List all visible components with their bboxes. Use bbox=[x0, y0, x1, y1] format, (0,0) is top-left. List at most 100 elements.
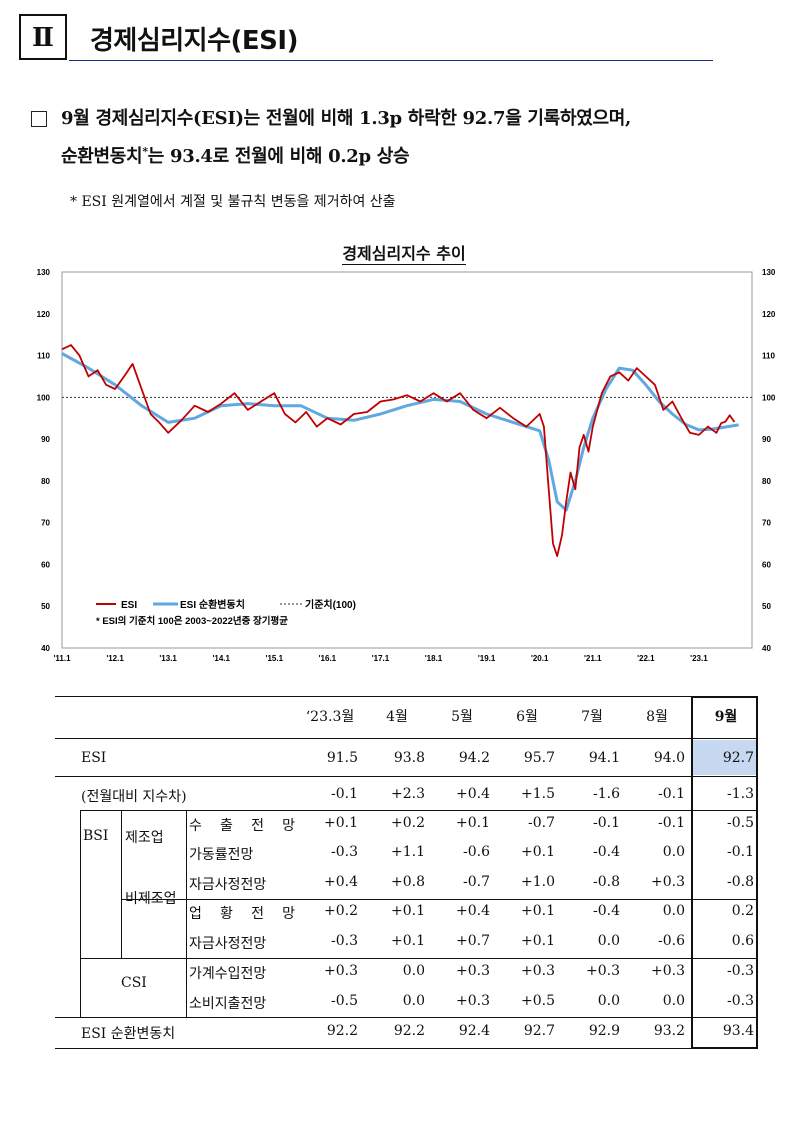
y-tick-left: 70 bbox=[41, 519, 50, 528]
summary-cycle-term: 순환변동치 bbox=[61, 146, 143, 167]
axis-ticks: 130 130 120 120 110 110 100 100 90 90 80 80 70 70 60 60… bbox=[37, 268, 776, 663]
table-cell: +0.3 bbox=[456, 993, 490, 1009]
y-tick-left: 50 bbox=[41, 602, 50, 611]
group-label-csi: CSI bbox=[121, 975, 147, 991]
table-cell: -0.1 bbox=[658, 815, 685, 831]
y-tick-right: 60 bbox=[762, 560, 771, 569]
y-tick-right: 100 bbox=[762, 393, 776, 402]
esi-table: ‘23.3월 4월 5월 6월 7월 8월 9월 ESI 91.5 93.8 94.2 95.7 94.… bbox=[55, 696, 758, 1050]
column-header: 5월 bbox=[451, 709, 473, 725]
table-cell: +0.4 bbox=[456, 786, 490, 802]
table-cell: 91.5 bbox=[326, 750, 358, 766]
table-cell: +0.4 bbox=[456, 903, 490, 919]
legend-cycle-label: ESI 순환변동치 bbox=[180, 598, 245, 611]
table-rule bbox=[121, 899, 758, 900]
x-tick-label: '23.1 bbox=[690, 654, 708, 663]
row-label: 소비지출전망 bbox=[189, 996, 267, 1012]
group-label-bsi: BSI bbox=[83, 828, 109, 844]
x-tick-label: '21.1 bbox=[584, 654, 602, 663]
column-header: 8월 bbox=[646, 709, 668, 725]
table-bottom-rule bbox=[55, 1048, 758, 1049]
table-cell: 93.4 bbox=[722, 1023, 754, 1039]
table-cell: 0.2 bbox=[731, 903, 754, 919]
table-highlight-rule bbox=[756, 696, 758, 1049]
table-cell: -0.1 bbox=[331, 786, 358, 802]
table-highlight-rule bbox=[691, 1047, 758, 1049]
table-cell: -0.6 bbox=[463, 844, 490, 860]
table-cell: +0.5 bbox=[521, 993, 555, 1009]
table-cell: +0.1 bbox=[391, 903, 425, 919]
table-cell: 94.0 bbox=[653, 750, 685, 766]
highlight-cell bbox=[692, 740, 757, 775]
table-cell: +0.1 bbox=[521, 903, 555, 919]
table-cell: -0.8 bbox=[727, 874, 754, 890]
table-cell: -0.7 bbox=[463, 874, 490, 890]
table-cell: -1.3 bbox=[727, 786, 754, 802]
x-tick-label: '14.1 bbox=[212, 654, 230, 663]
table-highlight-rule bbox=[691, 696, 758, 698]
x-tick-label: '15.1 bbox=[266, 654, 284, 663]
x-tick-label: '16.1 bbox=[319, 654, 337, 663]
row-label: ESI 순환변동치 bbox=[81, 1026, 176, 1042]
table-cell: 0.0 bbox=[662, 844, 685, 860]
chart-title: 경제심리지수 추이 bbox=[0, 240, 808, 265]
x-tick-label: '11.1 bbox=[53, 654, 71, 663]
table-cell: 0.0 bbox=[597, 993, 620, 1009]
plot-frame bbox=[61, 271, 753, 649]
table-highlight-rule bbox=[691, 696, 693, 1049]
table-cell: +0.7 bbox=[456, 933, 490, 949]
table-cell: 0.0 bbox=[402, 993, 425, 1009]
table-cell: +0.2 bbox=[391, 815, 425, 831]
column-header: 4월 bbox=[386, 709, 408, 725]
row-label: ESI bbox=[81, 750, 107, 766]
column-header: 7월 bbox=[581, 709, 603, 725]
table-cell: 95.7 bbox=[523, 750, 555, 766]
bullet-box-icon bbox=[31, 111, 47, 127]
table-cell: +0.3 bbox=[651, 963, 685, 979]
legend-base-label: 기준치(100) bbox=[305, 598, 356, 611]
table-cell: +0.3 bbox=[586, 963, 620, 979]
y-tick-left: 120 bbox=[37, 310, 51, 319]
subgroup-label-nonmanufacturing: 비제조업 bbox=[125, 891, 177, 907]
table-cell: 92.2 bbox=[393, 1023, 425, 1039]
table-cell: +0.1 bbox=[521, 844, 555, 860]
table-cell: 94.1 bbox=[588, 750, 620, 766]
table-cell: 92.9 bbox=[588, 1023, 620, 1039]
y-tick-right: 110 bbox=[762, 352, 775, 361]
table-cell: -0.6 bbox=[658, 933, 685, 949]
section-divider bbox=[69, 60, 713, 61]
table-cell: 93.2 bbox=[653, 1023, 685, 1039]
y-tick-right: 130 bbox=[762, 268, 776, 277]
table-rule bbox=[55, 1017, 758, 1018]
y-tick-left: 40 bbox=[41, 644, 50, 653]
table-cell: -0.4 bbox=[593, 844, 620, 860]
table-rule bbox=[80, 810, 758, 811]
table-cell: -0.4 bbox=[593, 903, 620, 919]
row-label: 자금사정전망 bbox=[189, 877, 267, 893]
y-tick-left: 100 bbox=[37, 393, 51, 402]
table-cell: +0.3 bbox=[324, 963, 358, 979]
table-cell: +0.3 bbox=[456, 963, 490, 979]
legend-note: * ESI의 기준치 100은 2003~2022년중 장기평균 bbox=[96, 615, 288, 627]
x-tick-label: '12.1 bbox=[106, 654, 124, 663]
summary-cycle-text: 는 93.4로 전월에 비해 0.2p 상승 bbox=[147, 146, 410, 167]
table-rule bbox=[55, 776, 758, 777]
table-cell: +1.0 bbox=[521, 874, 555, 890]
table-cell: +0.1 bbox=[456, 815, 490, 831]
y-tick-left: 60 bbox=[41, 560, 50, 569]
table-cell: -0.3 bbox=[331, 844, 358, 860]
row-label: 자금사정전망 bbox=[189, 936, 267, 952]
table-cell: -0.7 bbox=[528, 815, 555, 831]
x-tick-label: '18.1 bbox=[425, 654, 443, 663]
table-cell: 0.0 bbox=[662, 903, 685, 919]
table-cell: 0.0 bbox=[402, 963, 425, 979]
table-cell: -0.5 bbox=[727, 815, 754, 831]
table-cell: -0.3 bbox=[727, 963, 754, 979]
table-rule bbox=[121, 810, 122, 958]
summary-line-2: 순환변동치*는 93.4로 전월에 비해 0.2p 상승 bbox=[61, 142, 410, 168]
table-cell: +0.1 bbox=[521, 933, 555, 949]
y-tick-right: 90 bbox=[762, 435, 771, 444]
footnote: * ESI 원계열에서 계절 및 불규칙 변동을 제거하여 산출 bbox=[70, 194, 396, 210]
table-cell: +1.1 bbox=[391, 844, 425, 860]
column-header: 6월 bbox=[516, 709, 538, 725]
